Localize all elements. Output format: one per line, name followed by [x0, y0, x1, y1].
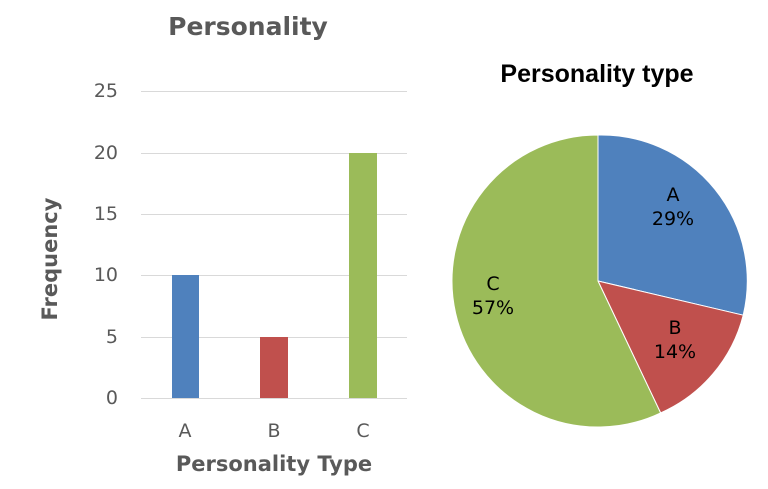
y-tick-20: 20	[93, 142, 118, 164]
y-tick-25: 25	[93, 80, 118, 102]
x-tick-b: B	[267, 420, 281, 442]
pie-chart	[451, 134, 748, 428]
pie-slice-b	[597, 280, 744, 414]
pie-label-a-category: A	[666, 184, 680, 206]
y-tick-0: 0	[105, 387, 118, 409]
pie-label-b: B 14%	[640, 316, 710, 364]
pie-slice-a	[597, 134, 748, 316]
bar-chart-title: Personality	[168, 12, 328, 41]
pie-label-b-percent: 14%	[653, 341, 697, 363]
x-tick-a: A	[178, 420, 192, 442]
bar-c	[349, 153, 377, 398]
pie-chart-title: Personality type	[500, 60, 694, 88]
bar-b	[260, 337, 288, 398]
y-tick-15: 15	[93, 203, 118, 225]
pie-label-a-percent: 29%	[651, 208, 695, 230]
bar-a	[172, 275, 199, 398]
pie-slice-c	[451, 134, 662, 428]
pie-label-c: C 57%	[458, 272, 528, 320]
x-tick-c: C	[356, 420, 370, 442]
pie-label-c-percent: 57%	[471, 297, 515, 319]
pie-label-c-category: C	[486, 273, 500, 295]
y-axis-label: Frequency	[38, 197, 62, 321]
y-tick-10: 10	[93, 264, 118, 286]
y-tick-5: 5	[105, 326, 118, 348]
x-axis-label: Personality Type	[175, 452, 373, 476]
pie-label-a: A 29%	[638, 183, 708, 231]
pie-label-b-category: B	[668, 317, 682, 339]
